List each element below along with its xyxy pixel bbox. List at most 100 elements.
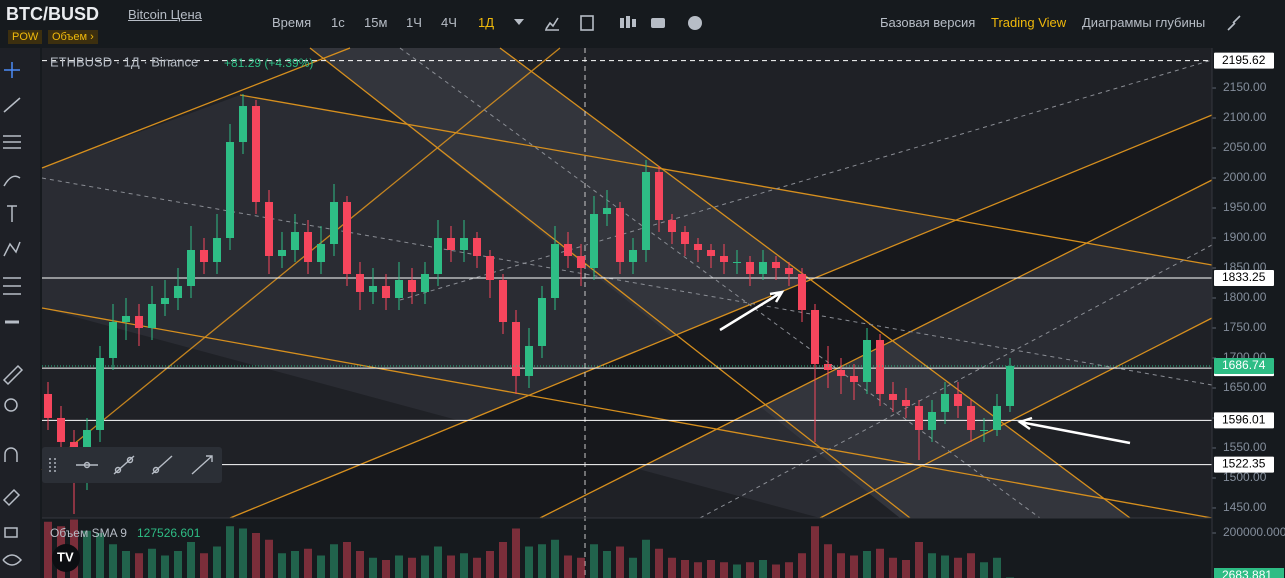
y-tick-label: 1650.00	[1223, 380, 1267, 394]
candle-body	[590, 214, 598, 269]
price-label-box	[1214, 412, 1274, 429]
view[interactable]: Диаграммы глубины	[1082, 15, 1206, 30]
volume-bar	[668, 557, 676, 578]
candle-body	[135, 315, 143, 328]
candle-body	[707, 250, 715, 257]
y-tick-label: 2000.00	[1223, 170, 1267, 184]
volume-bar	[174, 551, 182, 578]
price-label-box	[1214, 52, 1274, 69]
candle-body	[291, 232, 299, 251]
interval[interactable]: 1Ч	[406, 15, 422, 30]
volume-bar	[356, 551, 364, 578]
volume-bar	[538, 544, 546, 578]
tag[interactable]: Объем ›	[48, 30, 98, 44]
y-tick-label: 1450.00	[1223, 500, 1267, 514]
volume-bar	[746, 562, 754, 578]
volume-bar	[473, 557, 481, 578]
tv-logo: TV	[52, 544, 80, 572]
candle-body	[928, 411, 936, 430]
volume-bar	[993, 557, 1001, 578]
candle-body	[954, 393, 962, 406]
candle-body	[213, 238, 221, 263]
candle-body	[876, 339, 884, 394]
candle-body	[603, 208, 611, 215]
volume-bar	[83, 530, 91, 578]
price-label-box	[1214, 357, 1274, 374]
y-tick-label: 1800.00	[1223, 290, 1267, 304]
volume-bar	[915, 542, 923, 578]
candle-body	[733, 262, 741, 264]
y-tick-label: 1550.00	[1223, 440, 1267, 454]
candle-body	[460, 238, 468, 251]
volume-bar	[785, 562, 793, 578]
candle-body	[434, 238, 442, 275]
svg-text:TV: TV	[57, 549, 74, 564]
candle-body	[330, 202, 338, 245]
volume-bar	[980, 562, 988, 578]
candle-body	[915, 405, 923, 430]
volume-bar	[486, 551, 494, 578]
volume-bar	[590, 544, 598, 578]
candle-body	[148, 303, 156, 328]
candle-body	[44, 393, 52, 418]
interval-active[interactable]: 1Д	[478, 15, 495, 30]
interval[interactable]: 15м	[364, 15, 388, 30]
left-tools[interactable]	[2, 62, 24, 566]
candle-body	[278, 250, 286, 257]
volume-bar	[655, 548, 663, 578]
volume-bar	[226, 526, 234, 578]
candle-body	[850, 375, 858, 382]
volume-bar	[850, 555, 858, 578]
candle-body	[252, 106, 260, 203]
interval[interactable]: 4Ч	[441, 15, 457, 30]
candle-body	[473, 238, 481, 257]
volume-bar	[291, 551, 299, 578]
y-tick-label: 1750.00	[1223, 320, 1267, 334]
link[interactable]: Bitcoin Цена	[128, 7, 202, 22]
view[interactable]: Базовая версия	[880, 15, 976, 30]
candle-body	[96, 357, 104, 430]
candle-body	[863, 339, 871, 382]
tag[interactable]: POW	[8, 30, 43, 44]
view-active[interactable]: Trading View	[991, 15, 1067, 30]
volume-bar	[122, 551, 130, 578]
candle-body	[980, 429, 988, 431]
volume-bar	[499, 542, 507, 578]
candle-body	[759, 262, 767, 275]
candle-body	[798, 274, 806, 310]
candle-body	[525, 345, 533, 376]
volume-bar	[434, 546, 442, 578]
volume-bar	[642, 539, 650, 578]
candle-body	[681, 232, 689, 245]
volume-bar	[928, 553, 936, 578]
candle-body	[369, 285, 377, 292]
volume-bar	[382, 560, 390, 578]
candle-body	[551, 244, 559, 298]
symbol[interactable]: BTC/BUSD	[6, 4, 99, 24]
volume-bar	[213, 546, 221, 578]
volume-bar	[733, 564, 741, 578]
candle-body	[616, 208, 624, 263]
candle-body	[239, 106, 247, 143]
volume-bar	[889, 557, 897, 578]
volume-bar	[551, 539, 559, 578]
interval[interactable]: 1с	[331, 15, 345, 30]
candle-body	[837, 369, 845, 376]
drawing-popup[interactable]	[42, 447, 222, 483]
candle-body	[382, 285, 390, 298]
candle-body	[265, 202, 273, 257]
interval[interactable]: Время	[272, 15, 312, 30]
y-tick-label: 2100.00	[1223, 110, 1267, 124]
volume-bar	[759, 560, 767, 578]
volume-bar	[720, 562, 728, 578]
volume-bar	[135, 553, 143, 578]
volume-bar	[317, 555, 325, 578]
volume-bar	[811, 526, 819, 578]
change: +81.29 (+4.39%)	[224, 56, 313, 70]
volume-bar	[772, 564, 780, 578]
price-label: 1522.35	[1222, 457, 1266, 471]
volume-bar	[44, 521, 52, 578]
volume-bar	[460, 553, 468, 578]
